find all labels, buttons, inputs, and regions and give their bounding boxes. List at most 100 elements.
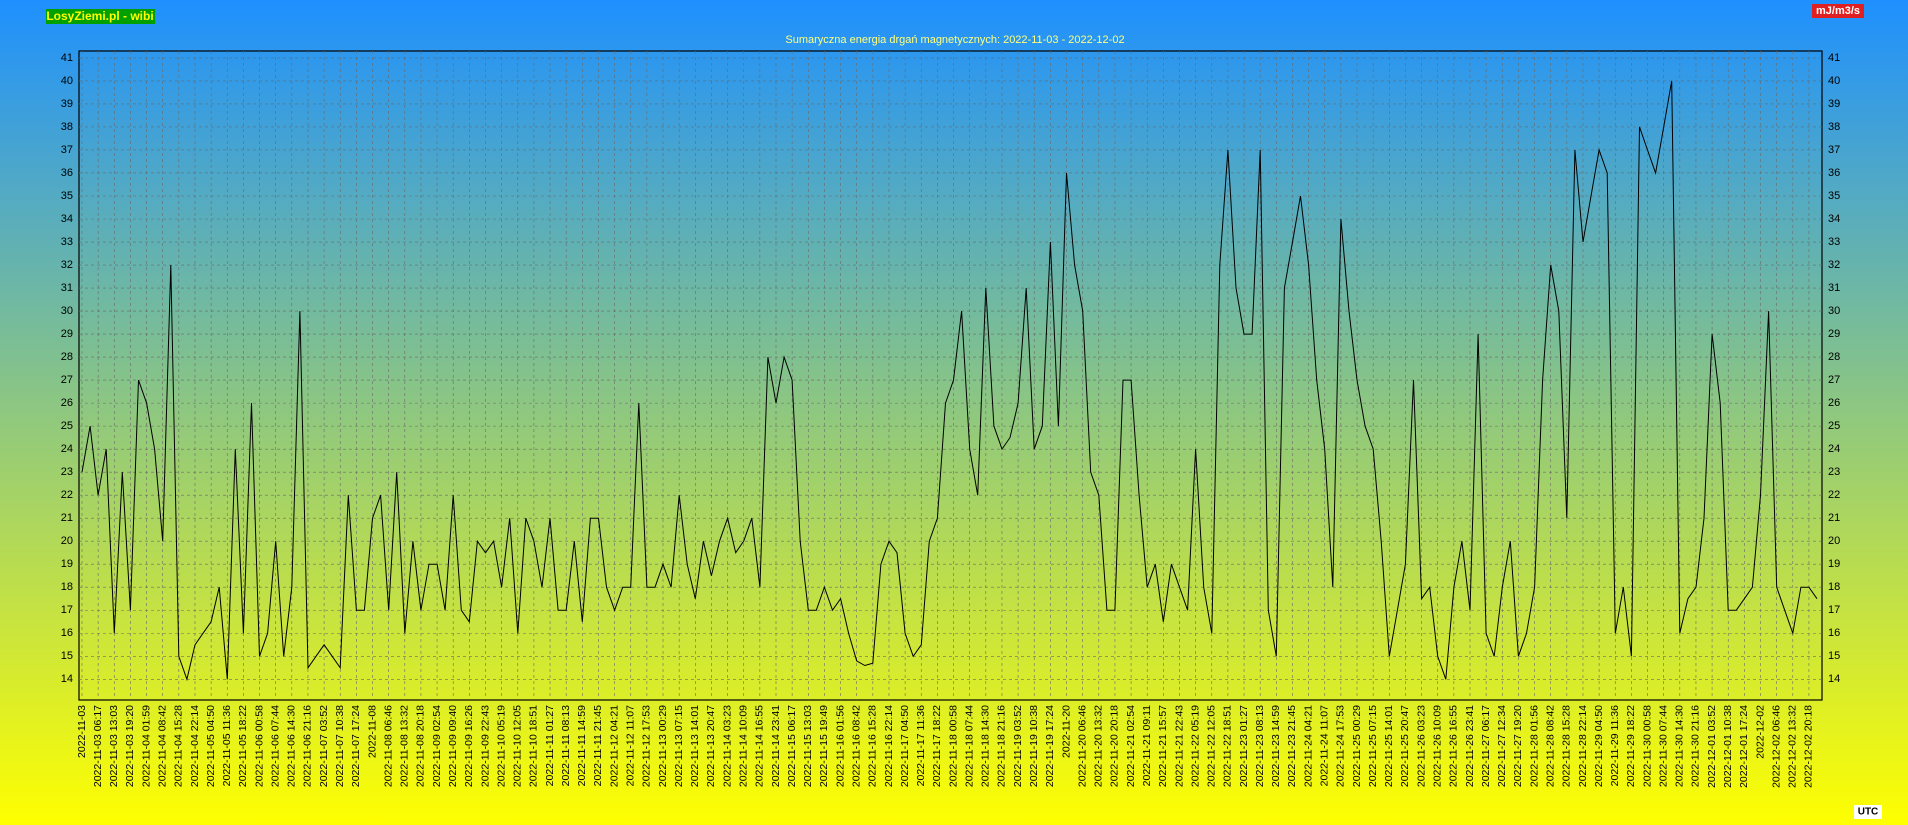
x-tick-label: 2022-11-11 21:45 [592,705,604,787]
x-tick-label: 2022-11-09 02:54 [431,705,443,787]
x-tick-label: 2022-11-16 01:56 [834,705,846,787]
x-tick-label: 2022-11-26 10:09 [1432,705,1444,787]
y-tick-label-right: 34 [1828,213,1840,225]
y-tick-label: 36 [61,167,73,179]
x-tick-label: 2022-11-12 11:07 [625,705,637,787]
y-tick-label: 28 [61,351,73,363]
brand-box [46,9,155,24]
x-tick-label: 2022-12-01 10:38 [1722,705,1734,788]
y-tick-label-right: 24 [1828,443,1840,455]
x-tick-label: 2022-11-21 02:54 [1125,705,1137,787]
x-tick-label: 2022-11-20 13:32 [1093,705,1105,787]
y-tick-label: 37 [61,144,73,156]
timezone-box [1854,805,1882,819]
y-tick-label-right: 23 [1828,466,1840,478]
y-tick-label-right: 19 [1828,558,1840,570]
x-tick-label: 2022-12-02 [1754,705,1766,759]
x-tick-label: 2022-11-23 14:59 [1270,705,1282,787]
x-tick-label: 2022-11-29 11:36 [1609,705,1621,787]
x-tick-label: 2022-11-24 11:07 [1319,705,1331,787]
x-tick-label: 2022-11-28 15:28 [1561,705,1573,787]
y-tick-label: 40 [61,75,73,87]
x-tick-label: 2022-11-11 14:59 [576,705,588,787]
y-tick-label: 35 [61,190,73,202]
y-tick-label: 27 [61,374,73,386]
x-tick-label: 2022-11-27 12:34 [1496,705,1508,787]
x-tick-label: 2022-11-14 10:09 [738,705,750,787]
x-tick-label: 2022-11-13 07:15 [673,705,685,787]
y-tick-label-right: 29 [1828,328,1840,340]
x-tick-label: 2022-11-14 23:41 [770,705,782,787]
x-tick-label: 2022-11-15 13:03 [802,705,814,787]
x-tick-label: 2022-11-06 21:16 [302,705,314,787]
x-tick-label: 2022-11-04 08:42 [156,705,168,787]
x-tick-label: 2022-11-10 12:05 [512,705,524,787]
x-tick-label: 2022-11-23 08:13 [1254,705,1266,787]
series-line [81,80,1818,682]
x-tick-label: 2022-11-16 15:28 [867,705,879,787]
y-tick-label: 14 [61,673,73,685]
x-tick-label: 2022-11-14 03:23 [721,705,733,787]
y-tick-label-right: 30 [1828,305,1840,317]
unit-box [1812,4,1864,18]
x-tick-label: 2022-11-08 [366,705,378,758]
x-tick-label: 2022-11-28 01:56 [1528,705,1540,787]
x-tick-label: 2022-11-22 18:51 [1222,705,1234,787]
x-tick-label: 2022-12-01 03:52 [1706,705,1718,788]
x-tick-label: 2022-11-25 14:01 [1383,705,1395,787]
y-tick-label: 33 [61,236,73,248]
x-tick-label: 2022-11-08 06:46 [382,705,394,787]
x-tick-label: 2022-11-08 20:18 [415,705,427,787]
x-tick-label: 2022-11-05 04:50 [205,705,217,787]
x-tick-label: 2022-11-04 15:28 [173,705,185,787]
x-tick-label: 2022-11-21 15:57 [1157,705,1169,787]
x-tick-label: 2022-11-06 00:58 [253,705,265,787]
x-tick-label: 2022-11-17 04:50 [899,705,911,787]
x-tick-label: 2022-11-09 09:40 [447,705,459,787]
x-tick-label: 2022-11-09 22:43 [479,705,491,787]
x-tick-label: 2022-11-18 00:58 [947,705,959,787]
y-tick-label: 18 [61,581,73,593]
x-tick-label: 2022-11-15 06:17 [786,705,798,787]
x-tick-label: 2022-11-20 [1060,705,1072,758]
y-tick-label-right: 17 [1828,604,1840,616]
y-tick-label: 19 [61,558,73,570]
y-tick-label-right: 22 [1828,489,1840,501]
x-tick-label: 2022-11-26 16:55 [1448,705,1460,787]
x-tick-label: 2022-11-23 01:27 [1238,705,1250,787]
x-tick-label: 2022-11-17 11:36 [915,705,927,787]
x-tick-label: 2022-11-06 07:44 [269,705,281,787]
y-tick-label: 16 [61,627,73,639]
x-tick-label: 2022-11-07 17:24 [350,705,362,787]
x-tick-label: 2022-11-19 03:52 [1012,705,1024,787]
y-tick-label-right: 33 [1828,236,1840,248]
y-tick-label-right: 38 [1828,121,1840,133]
y-tick-label: 39 [61,98,73,110]
x-tick-label: 2022-12-02 20:18 [1803,705,1815,788]
x-tick-label: 2022-11-29 04:50 [1593,705,1605,787]
x-tick-label: 2022-11-06 14:30 [286,705,298,787]
x-tick-label: 2022-11-16 08:42 [850,705,862,787]
plot-frame [78,50,1823,701]
x-tick-label: 2022-11-30 00:58 [1641,705,1653,787]
x-tick-label: 2022-11-24 17:53 [1335,705,1347,787]
x-tick-label: 2022-11-12 17:53 [641,705,653,787]
x-tick-label: 2022-11-07 10:38 [334,705,346,787]
x-tick-label: 2022-12-02 13:32 [1787,705,1799,788]
x-tick-label: 2022-11-28 22:14 [1577,705,1589,787]
timezone: UTC [1858,807,1879,818]
y-tick-label: 38 [61,121,73,133]
x-tick-label: 2022-11-04 01:59 [140,705,152,787]
y-tick-label-right: 25 [1828,420,1840,432]
x-tick-label: 2022-11-08 13:32 [399,705,411,787]
x-tick-label: 2022-11-25 07:15 [1367,705,1379,787]
y-tick-label-right: 15 [1828,650,1840,662]
y-tick-label-right: 39 [1828,98,1840,110]
x-tick-label: 2022-11-09 16:26 [463,705,475,787]
y-tick-label: 20 [61,535,73,547]
y-tick-label-right: 27 [1828,374,1840,386]
x-tick-label: 2022-11-20 20:18 [1109,705,1121,787]
y-tick-label: 24 [61,443,73,455]
x-tick-label: 2022-11-15 19:49 [818,705,830,787]
